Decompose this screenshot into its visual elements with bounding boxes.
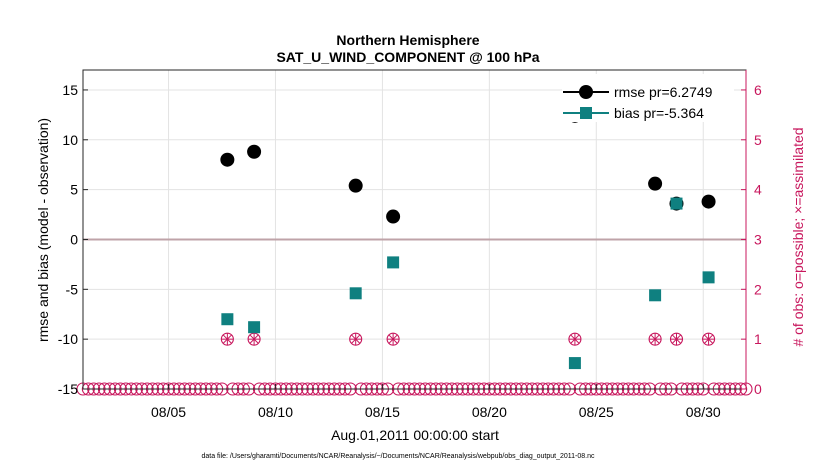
y2-tick-label: 3 (754, 231, 762, 247)
y2-tick-label: 6 (754, 82, 762, 98)
legend-rmse-label: rmse pr=6.2749 (614, 84, 713, 100)
bias-point (387, 256, 400, 269)
rmse-point (701, 194, 716, 209)
obs-count-point (220, 332, 234, 346)
legend: rmse pr=6.2749 bias pr=-5.364 (562, 74, 734, 122)
y2-tick-label: 2 (754, 281, 762, 297)
y-tick-label: 5 (70, 182, 78, 198)
y-tick-label: -15 (58, 381, 78, 397)
rmse-point (648, 176, 663, 191)
y2-tick-label: 4 (754, 182, 762, 198)
bias-point (568, 357, 581, 370)
x-tick-label: 08/20 (472, 404, 507, 420)
y-tick-label: 0 (70, 231, 78, 247)
rmse-markers (220, 108, 716, 224)
obs-count-point (386, 332, 400, 346)
rmse-point (348, 178, 363, 193)
chart-title-line1: Northern Hemisphere (336, 32, 479, 48)
obs-count-point (669, 332, 684, 346)
x-tick-label: 08/15 (365, 404, 400, 420)
y-tick-label: 15 (62, 82, 78, 98)
x-tick-label: 08/05 (151, 404, 186, 420)
legend-bias-marker (580, 107, 592, 119)
obs-count-point (247, 332, 261, 346)
bias-point (670, 197, 683, 210)
y2-tick-label: 1 (754, 331, 762, 347)
bias-markers (221, 197, 715, 370)
chart-title-line2: SAT_U_WIND_COMPONENT @ 100 hPa (276, 49, 539, 65)
x-axis-label: Aug.01,2011 00:00:00 start (331, 427, 499, 443)
x-tick-label: 08/10 (258, 404, 293, 420)
bias-point (349, 287, 362, 300)
obs-count-point (349, 332, 363, 346)
obs-count-markers (76, 332, 753, 396)
y2-axis-label: # of obs: o=possible; ×=assimilated (790, 127, 806, 346)
obs-count-point (648, 332, 662, 346)
x-tick-label: 08/30 (686, 404, 721, 420)
y-tick-labels: 15 10 5 0 -5 -10 -15 (58, 82, 88, 397)
y-tick-label: -5 (66, 281, 79, 297)
data-file-footer: data file: /Users/gharamti/Documents/NCA… (201, 453, 595, 460)
bias-point (702, 271, 715, 284)
x-tick-label: 08/25 (579, 404, 614, 420)
obs-count-point (702, 332, 716, 346)
bias-point (649, 289, 662, 302)
y2-tick-label: 0 (754, 381, 762, 397)
y-tick-label: 10 (62, 132, 78, 148)
rmse-point (386, 209, 401, 224)
y2-tick-label: 5 (754, 132, 762, 148)
bias-point (221, 313, 234, 326)
x-tick-labels: 08/05 08/10 08/15 08/20 08/25 08/30 (151, 384, 721, 420)
y-tick-label: -10 (58, 331, 78, 347)
y2-tick-labels: 0 1 2 3 4 5 6 (741, 70, 762, 397)
obs-count-point (568, 332, 582, 346)
y-axis-label: rmse and bias (model - observation) (35, 118, 51, 342)
legend-bias-label: bias pr=-5.364 (614, 105, 704, 121)
rmse-point (220, 152, 235, 167)
bias-point (248, 321, 261, 334)
rmse-point (247, 144, 262, 159)
legend-rmse-marker (579, 85, 593, 99)
